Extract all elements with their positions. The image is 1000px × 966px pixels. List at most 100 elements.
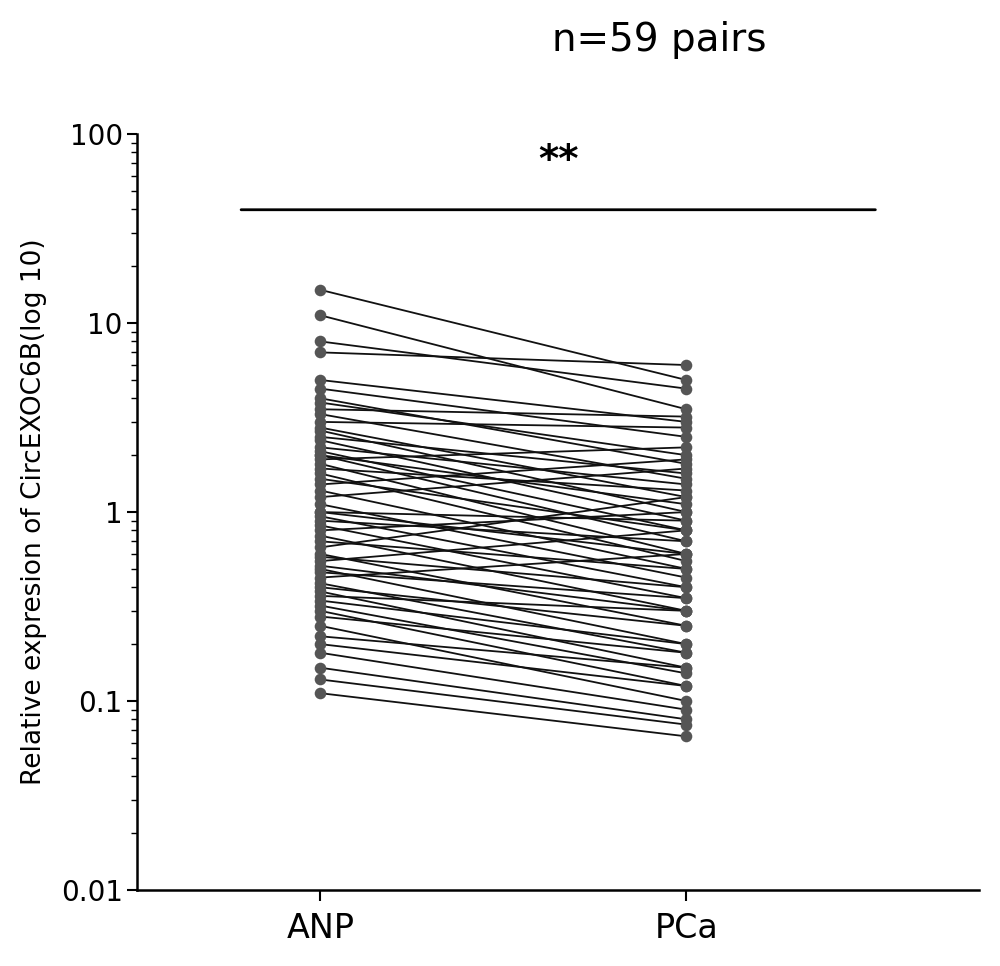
Point <box>678 728 694 744</box>
Point <box>312 645 328 661</box>
Point <box>312 508 328 524</box>
Point <box>678 504 694 520</box>
Point <box>312 440 328 455</box>
Point <box>678 678 694 694</box>
Point <box>678 456 694 471</box>
Point <box>312 603 328 618</box>
Point <box>312 570 328 585</box>
Point <box>678 546 694 561</box>
Point <box>312 402 328 417</box>
Point <box>678 409 694 424</box>
Point <box>678 660 694 675</box>
Point <box>678 712 694 727</box>
Y-axis label: Relative expresion of CircEXOC6B(log 10): Relative expresion of CircEXOC6B(log 10) <box>21 239 47 785</box>
Point <box>678 372 694 387</box>
Point <box>678 523 694 538</box>
Point <box>678 590 694 606</box>
Point <box>312 345 328 360</box>
Point <box>312 307 328 323</box>
Point <box>312 549 328 564</box>
Point <box>678 523 694 538</box>
Point <box>678 570 694 585</box>
Point <box>312 546 328 561</box>
Point <box>312 381 328 396</box>
Point <box>678 637 694 652</box>
Point <box>312 471 328 487</box>
Point <box>312 333 328 349</box>
Point <box>312 518 328 533</box>
Point <box>312 504 328 520</box>
Point <box>312 423 328 439</box>
Point <box>678 490 694 505</box>
Point <box>312 407 328 422</box>
Point <box>312 637 328 652</box>
Point <box>678 645 694 661</box>
Text: **: ** <box>538 141 578 180</box>
Point <box>312 452 328 468</box>
Point <box>678 461 694 476</box>
Point <box>312 593 328 609</box>
Point <box>312 429 328 444</box>
Point <box>678 717 694 732</box>
Point <box>678 678 694 694</box>
Point <box>678 533 694 549</box>
Point <box>312 671 328 687</box>
Point <box>312 476 328 492</box>
Point <box>312 443 328 459</box>
Point <box>312 598 328 613</box>
Point <box>312 466 328 481</box>
Point <box>678 381 694 396</box>
Point <box>312 372 328 387</box>
Point <box>678 402 694 417</box>
Title: n=59 pairs: n=59 pairs <box>552 21 767 59</box>
Point <box>312 588 328 604</box>
Point <box>678 429 694 444</box>
Point <box>678 637 694 652</box>
Point <box>678 580 694 595</box>
Point <box>678 546 694 561</box>
Point <box>678 561 694 577</box>
Point <box>312 395 328 411</box>
Point <box>312 540 328 555</box>
Point <box>678 490 694 505</box>
Point <box>312 433 328 448</box>
Point <box>312 580 328 595</box>
Point <box>312 490 328 505</box>
Point <box>678 523 694 538</box>
Point <box>678 476 694 492</box>
Point <box>312 629 328 644</box>
Point <box>312 390 328 406</box>
Point <box>312 561 328 577</box>
Point <box>678 694 694 709</box>
Point <box>312 504 328 520</box>
Point <box>312 447 328 463</box>
Point <box>312 564 328 580</box>
Point <box>312 533 328 549</box>
Point <box>678 660 694 675</box>
Point <box>678 497 694 512</box>
Point <box>312 420 328 436</box>
Point <box>678 533 694 549</box>
Point <box>678 513 694 528</box>
Point <box>312 414 328 430</box>
Point <box>312 686 328 701</box>
Point <box>678 504 694 520</box>
Point <box>312 554 328 569</box>
Point <box>678 452 694 468</box>
Point <box>678 447 694 463</box>
Point <box>678 580 694 595</box>
Point <box>678 561 694 577</box>
Point <box>312 456 328 471</box>
Point <box>678 471 694 487</box>
Point <box>312 282 328 298</box>
Point <box>312 609 328 624</box>
Point <box>678 702 694 718</box>
Point <box>678 603 694 618</box>
Point <box>678 666 694 681</box>
Point <box>312 558 328 574</box>
Point <box>678 603 694 618</box>
Point <box>678 466 694 481</box>
Point <box>678 618 694 634</box>
Point <box>678 618 694 634</box>
Point <box>312 523 328 538</box>
